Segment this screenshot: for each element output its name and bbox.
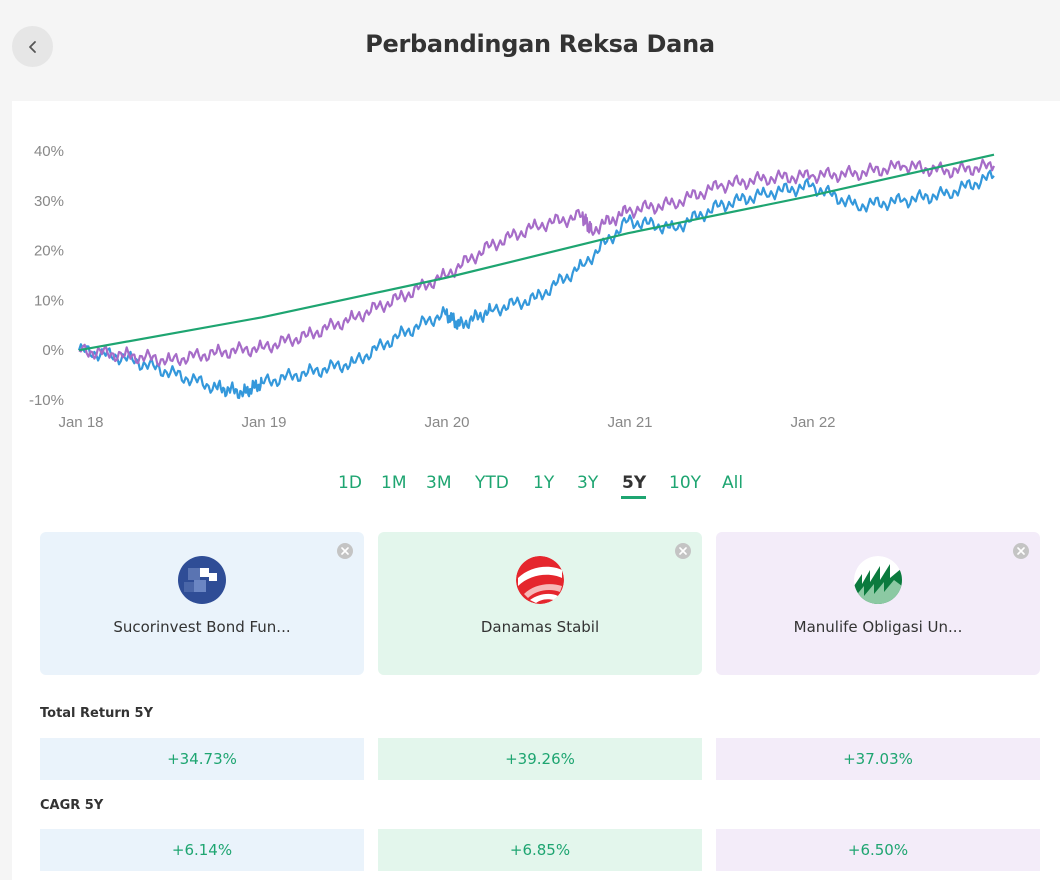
cagr-value: +6.85%	[378, 829, 702, 871]
page-title: Perbandingan Reksa Dana	[365, 30, 715, 58]
series-line	[77, 169, 995, 400]
back-button[interactable]	[12, 26, 53, 67]
series-line	[78, 158, 996, 367]
period-option-5y[interactable]: 5Y	[622, 473, 647, 493]
remove-fund-button[interactable]	[337, 543, 353, 559]
fund-name: Manulife Obligasi Un...	[793, 618, 963, 636]
y-tick-label: 20%	[34, 243, 64, 260]
chevron-left-icon	[28, 40, 36, 53]
manulife-logo-icon	[854, 556, 902, 604]
fund-name: Danamas Stabil	[480, 618, 600, 636]
period-option-ytd[interactable]: YTD	[475, 473, 509, 493]
period-option-all[interactable]: All	[722, 473, 744, 493]
fund-card-manulife[interactable]: Manulife Obligasi Un...	[716, 532, 1040, 675]
x-tick-label: Jan 22	[790, 414, 835, 431]
comparison-panel: 40% 30% 20% 10% 0% -10% Jan 18 Jan 19 Jan 20 Jan…	[12, 101, 1060, 880]
remove-fund-button[interactable]	[1013, 543, 1029, 559]
cagr-value: +6.50%	[716, 829, 1040, 871]
total-return-value: +39.26%	[378, 738, 702, 780]
danamas-logo-icon	[516, 556, 564, 604]
total-return-value: +34.73%	[40, 738, 364, 780]
performance-chart: 40% 30% 20% 10% 0% -10% Jan 18 Jan 19 Jan 20 Jan…	[29, 143, 996, 431]
y-tick-label: 40%	[34, 143, 64, 160]
y-tick-label: 10%	[34, 292, 64, 309]
close-icon	[341, 547, 349, 555]
close-icon	[679, 547, 687, 555]
period-selector: 1D 1M 3M YTD 1Y 3Y 5Y 10Y All	[12, 473, 1060, 503]
sucorinvest-logo-icon	[178, 556, 226, 604]
close-icon	[1017, 547, 1025, 555]
y-tick-label: 0%	[42, 342, 64, 359]
remove-fund-button[interactable]	[675, 543, 691, 559]
y-tick-label: -10%	[29, 392, 64, 409]
cagr-value: +6.14%	[40, 829, 364, 871]
fund-name: Sucorinvest Bond Fun...	[113, 618, 291, 636]
period-option-1y[interactable]: 1Y	[533, 473, 555, 493]
fund-card-danamas[interactable]: Danamas Stabil	[378, 532, 702, 675]
x-tick-label: Jan 19	[241, 414, 286, 431]
cagr-label: CAGR 5Y	[40, 798, 104, 813]
total-return-label: Total Return 5Y	[40, 706, 153, 721]
period-option-3y[interactable]: 3Y	[577, 473, 599, 493]
period-option-3m[interactable]: 3M	[426, 473, 452, 493]
series-line	[78, 153, 995, 352]
total-return-value: +37.03%	[716, 738, 1040, 780]
x-tick-label: Jan 18	[58, 414, 103, 431]
period-option-1m[interactable]: 1M	[381, 473, 407, 493]
active-period-underline	[621, 496, 646, 499]
x-tick-label: Jan 21	[607, 414, 652, 431]
header: Perbandingan Reksa Dana	[0, 0, 1060, 100]
period-option-10y[interactable]: 10Y	[669, 473, 702, 493]
period-option-1d[interactable]: 1D	[338, 473, 362, 493]
y-tick-label: 30%	[34, 193, 64, 210]
x-tick-label: Jan 20	[424, 414, 469, 431]
fund-card-sucorinvest[interactable]: Sucorinvest Bond Fun...	[40, 532, 364, 675]
